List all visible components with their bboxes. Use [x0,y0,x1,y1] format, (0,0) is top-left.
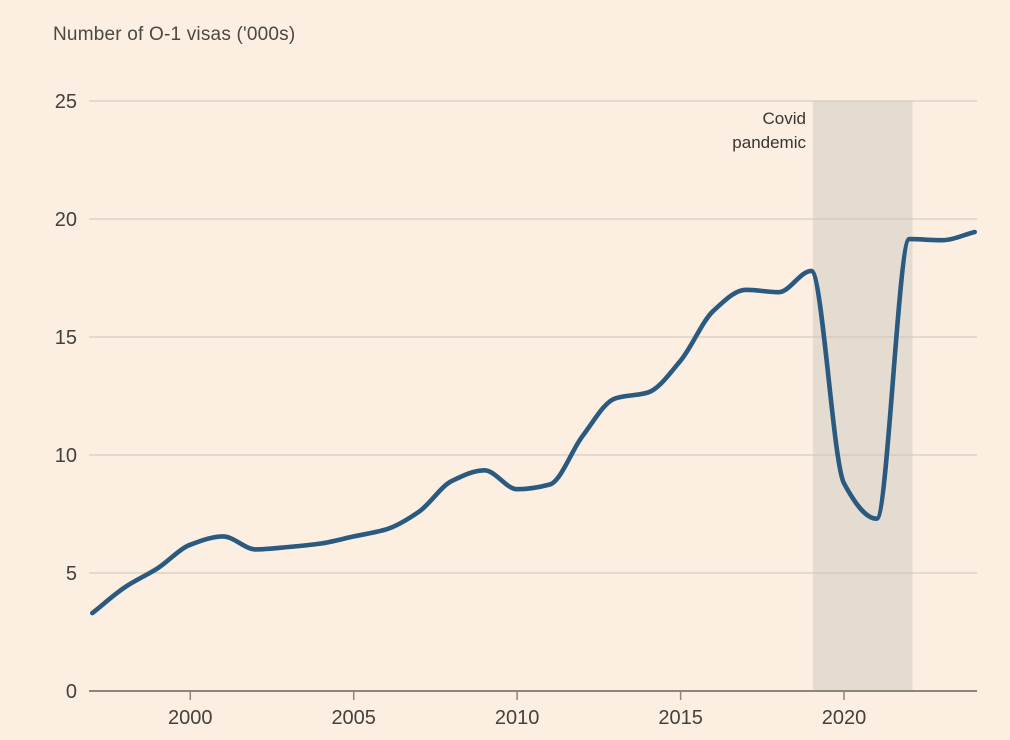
x-tick-label-2005: 2005 [331,707,376,729]
y-tick-label-20: 20 [55,209,77,231]
y-tick-label-0: 0 [66,681,77,703]
covid-annotation-line2: pandemic [732,133,806,152]
x-tick-label-2010: 2010 [495,707,540,729]
x-tick-label-2020: 2020 [822,707,867,729]
y-tick-label-25: 25 [55,91,77,113]
y-tick-label-5: 5 [66,563,77,585]
o1-visas-line [90,229,977,616]
chart-title: Number of O-1 visas ('000s) [53,24,296,45]
covid-annotation-line1: Covid [762,109,806,128]
y-tick-label-10: 10 [55,445,77,467]
covid-annotation: Covid pandemic [732,107,806,155]
x-tick-label-2000: 2000 [168,707,213,729]
y-tick-label-15: 15 [55,327,77,349]
covid-band [812,101,913,691]
x-tick-label-2015: 2015 [658,707,703,729]
